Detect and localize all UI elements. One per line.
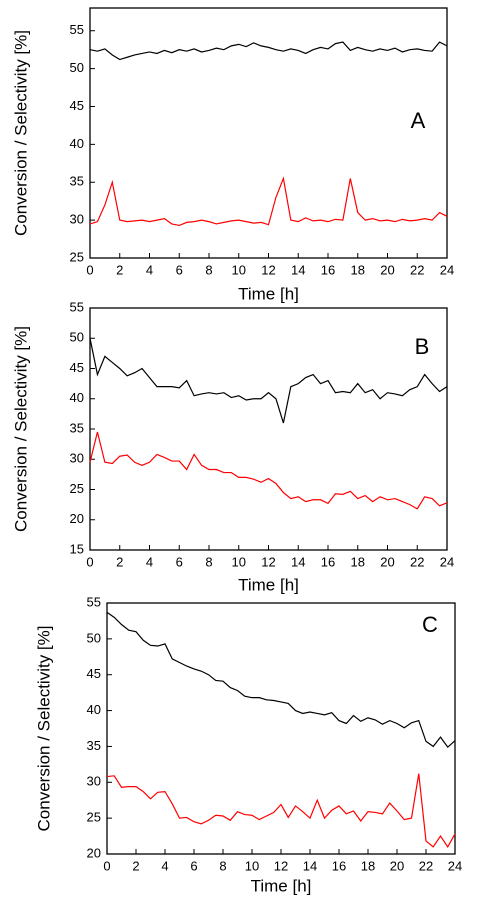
y-tick-label: 55 bbox=[87, 594, 101, 609]
x-tick-label: 8 bbox=[219, 858, 226, 873]
y-tick-label: 45 bbox=[70, 98, 84, 113]
x-tick-label: 0 bbox=[86, 262, 93, 277]
y-tick-label: 35 bbox=[70, 420, 84, 435]
x-tick-label: 24 bbox=[440, 262, 454, 277]
panel-label: B bbox=[415, 334, 430, 359]
x-tick-label: 6 bbox=[176, 554, 183, 569]
x-tick-label: 0 bbox=[103, 858, 110, 873]
data-line bbox=[89, 431, 448, 510]
y-tick-label: 50 bbox=[70, 60, 84, 75]
y-tick-label: 40 bbox=[87, 702, 101, 717]
data-line bbox=[106, 773, 456, 848]
plot-frame bbox=[89, 307, 448, 551]
x-tick-label: 22 bbox=[410, 554, 424, 569]
data-line bbox=[106, 611, 456, 749]
x-tick-label: 16 bbox=[321, 262, 335, 277]
x-tick-label: 10 bbox=[232, 262, 246, 277]
y-tick-label: 40 bbox=[70, 136, 84, 151]
y-tick-label: 20 bbox=[87, 845, 101, 860]
x-tick-label: 6 bbox=[176, 262, 183, 277]
y-tick-label: 55 bbox=[70, 22, 84, 37]
x-tick-label: 10 bbox=[245, 858, 259, 873]
y-tick-label: 35 bbox=[70, 174, 84, 189]
x-tick-label: 22 bbox=[419, 858, 433, 873]
x-tick-label: 0 bbox=[86, 554, 93, 569]
x-tick-label: 2 bbox=[116, 554, 123, 569]
x-tick-label: 14 bbox=[291, 262, 305, 277]
x-tick-label: 18 bbox=[361, 858, 375, 873]
x-axis-label: Time [h] bbox=[238, 575, 299, 594]
x-tick-label: 12 bbox=[261, 262, 275, 277]
y-tick-label: 50 bbox=[70, 330, 84, 345]
y-tick-label: 50 bbox=[87, 630, 101, 645]
x-tick-label: 4 bbox=[146, 262, 153, 277]
y-tick-label: 20 bbox=[70, 511, 84, 526]
x-tick-label: 8 bbox=[205, 554, 212, 569]
y-tick-label: 35 bbox=[87, 738, 101, 753]
x-tick-label: 4 bbox=[146, 554, 153, 569]
x-tick-label: 18 bbox=[351, 262, 365, 277]
x-tick-label: 10 bbox=[232, 554, 246, 569]
x-tick-label: 2 bbox=[116, 262, 123, 277]
y-tick-label: 40 bbox=[70, 390, 84, 405]
y-tick-label: 25 bbox=[87, 810, 101, 825]
data-line bbox=[89, 41, 448, 61]
x-tick-label: 6 bbox=[190, 858, 197, 873]
panel-label: C bbox=[422, 612, 438, 637]
panel-label: A bbox=[411, 108, 426, 133]
x-tick-label: 18 bbox=[351, 554, 365, 569]
x-tick-label: 12 bbox=[274, 858, 288, 873]
x-tick-label: 2 bbox=[132, 858, 139, 873]
x-tick-label: 16 bbox=[332, 858, 346, 873]
data-line bbox=[89, 176, 448, 227]
x-axis-label: Time [h] bbox=[238, 284, 299, 303]
y-tick-label: 30 bbox=[70, 451, 84, 466]
y-tick-label: 30 bbox=[70, 212, 84, 227]
x-tick-label: 20 bbox=[380, 554, 394, 569]
x-tick-label: 24 bbox=[448, 858, 462, 873]
y-tick-label: 25 bbox=[70, 481, 84, 496]
y-axis-label: Conversion / Selectivity [%] bbox=[34, 626, 53, 832]
y-tick-label: 25 bbox=[70, 249, 84, 264]
y-axis-label: Conversion / Selectivity [%] bbox=[11, 30, 30, 236]
y-tick-label: 45 bbox=[87, 666, 101, 681]
x-tick-label: 16 bbox=[321, 554, 335, 569]
data-line bbox=[89, 338, 448, 424]
x-tick-label: 12 bbox=[261, 554, 275, 569]
x-tick-label: 14 bbox=[303, 858, 317, 873]
x-tick-label: 4 bbox=[161, 858, 168, 873]
x-tick-label: 22 bbox=[410, 262, 424, 277]
y-tick-label: 15 bbox=[70, 541, 84, 556]
y-tick-label: 30 bbox=[87, 774, 101, 789]
y-tick-label: 55 bbox=[70, 299, 84, 314]
x-tick-label: 8 bbox=[205, 262, 212, 277]
x-tick-label: 20 bbox=[390, 858, 404, 873]
x-tick-label: 24 bbox=[440, 554, 454, 569]
x-axis-label: Time [h] bbox=[251, 876, 312, 895]
y-axis-label: Conversion / Selectivity [%] bbox=[11, 326, 30, 532]
y-tick-label: 45 bbox=[70, 360, 84, 375]
plot-frame bbox=[106, 602, 456, 855]
x-tick-label: 14 bbox=[291, 554, 305, 569]
x-tick-label: 20 bbox=[380, 262, 394, 277]
